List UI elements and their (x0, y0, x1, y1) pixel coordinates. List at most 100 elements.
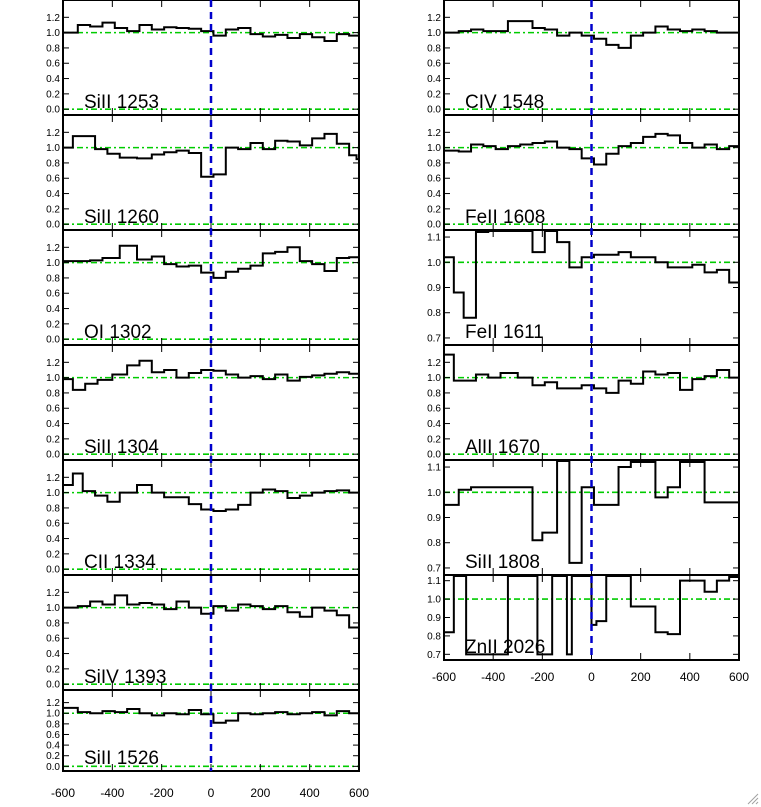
ytick-label: 1.0 (46, 258, 60, 269)
ytick-label: 0.0 (427, 105, 441, 116)
spectrum-line (444, 132, 739, 166)
ytick-label: 1.0 (427, 28, 441, 39)
ytick-label: 0.0 (427, 220, 441, 231)
xtick-label: -600 (432, 670, 456, 684)
ytick-label: 0.6 (427, 174, 441, 185)
xtick-label: 600 (729, 670, 749, 684)
ytick-label: 0.0 (46, 762, 60, 773)
ytick-label: 1.0 (46, 709, 60, 720)
ytick-label: 0.0 (46, 565, 60, 576)
ytick-label: 0.8 (427, 43, 441, 54)
ion-label: SiII 1253 (84, 92, 159, 113)
ytick-label: 0.8 (46, 273, 60, 284)
xtick-label: -200 (530, 670, 554, 684)
panel-alii-1670: 0.0 0.2 0.4 0.6 0.8 1.0 1.2 AlII 1670 (427, 344, 740, 461)
ytick-label: 1.0 (46, 603, 60, 614)
ytick-label: 0.4 (46, 741, 60, 752)
ytick-label: 0.4 (46, 304, 60, 315)
spectrum-line (63, 594, 359, 629)
ytick-label: 0.6 (46, 404, 60, 415)
ytick-label: 0.6 (46, 730, 60, 741)
panel-siii-1253: 0.0 0.2 0.4 0.6 0.8 1.0 1.2 SiII 1253 (46, 0, 360, 116)
xtick-label: 600 (349, 786, 369, 800)
ytick-label: 0.8 (46, 618, 60, 629)
ytick-label: 0.4 (46, 534, 60, 545)
ytick-label: 0.4 (46, 419, 60, 430)
ytick-label: 0.0 (427, 450, 441, 461)
xtick-label: 200 (631, 670, 651, 684)
ytick-label: 0.8 (427, 631, 441, 642)
ion-label: SiII 1808 (465, 552, 540, 573)
ion-label: SiII 1304 (84, 437, 159, 458)
ion-label: ZnII 2026 (465, 637, 545, 658)
ytick-label: 0.6 (46, 59, 60, 70)
xtick-label: 400 (300, 786, 320, 800)
ytick-label: 0.8 (427, 388, 441, 399)
ytick-label: 1.0 (46, 373, 60, 384)
ytick-label: 0.8 (46, 388, 60, 399)
ytick-label: 0.2 (427, 434, 441, 445)
ytick-label: 1.2 (46, 698, 60, 709)
ytick-label: 0.6 (427, 404, 441, 415)
ytick-label: 0.4 (427, 189, 441, 200)
ytick-label: 0.4 (427, 419, 441, 430)
xtick-label: 200 (250, 786, 270, 800)
ytick-label: 0.4 (46, 649, 60, 660)
ytick-label: 0.8 (46, 503, 60, 514)
panel-znii-2026: 0.7 0.8 0.9 1.0 1.1 ZnII 2026 (427, 574, 740, 661)
ytick-label: 1.0 (46, 28, 60, 39)
ion-label: SiIV 1393 (84, 667, 166, 688)
xtick-label: -400 (100, 786, 124, 800)
ytick-label: 1.2 (46, 13, 60, 24)
ytick-label: 0.7 (427, 333, 441, 344)
ytick-label: 0.2 (46, 434, 60, 445)
ytick-label: 0.7 (427, 650, 441, 661)
ytick-label: 1.1 (427, 233, 441, 244)
panel-siii-1260: 0.0 0.2 0.4 0.6 0.8 1.0 1.2 SiII 1260 (46, 114, 360, 231)
panel-cii-1334: 0.0 0.2 0.4 0.6 0.8 1.0 1.2 CII 1334 (46, 459, 360, 576)
ytick-label: 0.9 (427, 283, 441, 294)
ytick-label: 0.2 (46, 89, 60, 100)
panel-siii-1304: 0.0 0.2 0.4 0.6 0.8 1.0 1.2 SiII 1304 (46, 344, 360, 461)
ion-label: SiII 1260 (84, 207, 159, 228)
ytick-label: 0.8 (427, 308, 441, 319)
ytick-label: 0.8 (427, 158, 441, 169)
spectrum-line (63, 359, 359, 391)
xtick-label: -400 (481, 670, 505, 684)
spectrum-line (63, 706, 359, 724)
ytick-label: 0.7 (427, 563, 441, 574)
ytick-label: 1.0 (427, 373, 441, 384)
panel-siiv-1393: 0.0 0.2 0.4 0.6 0.8 1.0 1.2 SiIV 1393 (46, 574, 360, 691)
xtick-label: -600 (51, 786, 75, 800)
xtick-label: 0 (208, 786, 215, 800)
spectrum-line (444, 575, 739, 656)
ytick-label: 1.2 (46, 358, 60, 369)
panel-feii-1608: 0.0 0.2 0.4 0.6 0.8 1.0 1.2 FeII 1608 (427, 114, 740, 231)
panel-feii-1611: 0.7 0.8 0.9 1.0 1.1 FeII 1611 (427, 229, 740, 346)
resize-grip-icon[interactable] (745, 791, 759, 805)
ytick-label: 0.8 (427, 538, 441, 549)
panel-frame (443, 574, 740, 661)
panel-civ-1548: 0.0 0.2 0.4 0.6 0.8 1.0 1.2 CIV 1548 (427, 0, 740, 116)
ytick-label: 1.2 (46, 588, 60, 599)
ion-label: OI 1302 (84, 322, 152, 343)
ytick-label: 0.6 (46, 634, 60, 645)
ytick-label: 1.2 (427, 128, 441, 139)
ytick-label: 0.0 (46, 105, 60, 116)
spectrum-line (63, 472, 359, 512)
panel-siii-1526: 0.00.20.40.60.81.01.2 SiII 1526 (46, 689, 360, 773)
spectrum-line (444, 460, 739, 564)
ion-label: CII 1334 (84, 552, 156, 573)
ion-label: SiII 1526 (84, 748, 159, 769)
ytick-label: 0.8 (46, 43, 60, 54)
ytick-label: 1.0 (46, 143, 60, 154)
ytick-label: 1.0 (427, 595, 441, 606)
ytick-label: 0.4 (46, 189, 60, 200)
ion-label: CIV 1548 (465, 92, 544, 113)
spectrum-line (63, 21, 359, 43)
ytick-label: 0.6 (46, 174, 60, 185)
ytick-label: 0.0 (46, 680, 60, 691)
spectrum-line (444, 20, 739, 49)
ytick-label: 0.0 (46, 450, 60, 461)
